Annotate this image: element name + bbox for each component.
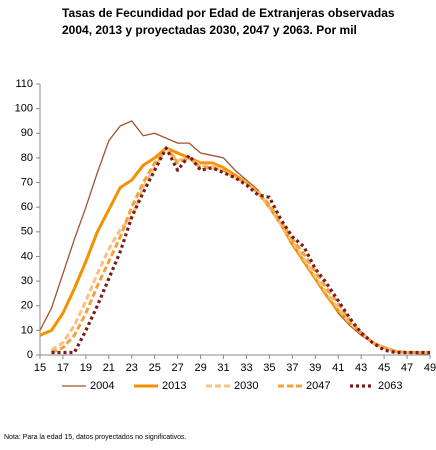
- legend-label: 2047: [306, 380, 330, 392]
- series-line: [51, 146, 430, 355]
- x-tick-label: 37: [286, 362, 298, 374]
- y-tick-label: 90: [21, 127, 33, 139]
- x-tick-label: 31: [217, 362, 229, 374]
- x-tick-label: 35: [263, 362, 275, 374]
- y-tick-label: 0: [27, 349, 33, 361]
- x-tick-label: 39: [309, 362, 321, 374]
- legend-label: 2063: [378, 380, 402, 392]
- x-tick-label: 29: [194, 362, 206, 374]
- x-tick-label: 23: [126, 362, 138, 374]
- y-tick-label: 20: [21, 300, 33, 312]
- x-tick-label: 27: [172, 362, 184, 374]
- x-tick-label: 49: [424, 362, 436, 374]
- y-tick-label: 100: [15, 103, 33, 115]
- x-tick-label: 47: [401, 362, 413, 374]
- y-tick-label: 70: [21, 176, 33, 188]
- x-tick-label: 17: [57, 362, 69, 374]
- x-tick-label: 19: [80, 362, 92, 374]
- x-tick-label: 33: [240, 362, 252, 374]
- y-tick-label: 10: [21, 324, 33, 336]
- y-tick-label: 50: [21, 226, 33, 238]
- x-tick-label: 25: [149, 362, 161, 374]
- y-tick-label: 30: [21, 275, 33, 287]
- y-tick-label: 40: [21, 250, 33, 262]
- x-tick-label: 45: [378, 362, 390, 374]
- series-line: [50, 146, 430, 355]
- note: Nota: Para la edad 15, datos proyectados…: [4, 434, 187, 441]
- x-tick-label: 41: [332, 362, 344, 374]
- legend-label: 2013: [162, 380, 186, 392]
- x-tick-label: 43: [355, 362, 367, 374]
- chart-title: Tasas de Fecundidad por Edad de Extranje…: [62, 6, 395, 20]
- x-tick-label: 21: [103, 362, 115, 374]
- y-tick-label: 110: [15, 78, 33, 90]
- y-tick-label: 80: [21, 152, 33, 164]
- chart-title: 2004, 2013 y proyectadas 2030, 2047 y 20…: [62, 23, 357, 37]
- x-tick-label: 15: [34, 362, 46, 374]
- legend-label: 2004: [90, 380, 114, 392]
- series-line: [39, 120, 430, 355]
- y-tick-label: 60: [21, 201, 33, 213]
- legend-label: 2030: [234, 380, 258, 392]
